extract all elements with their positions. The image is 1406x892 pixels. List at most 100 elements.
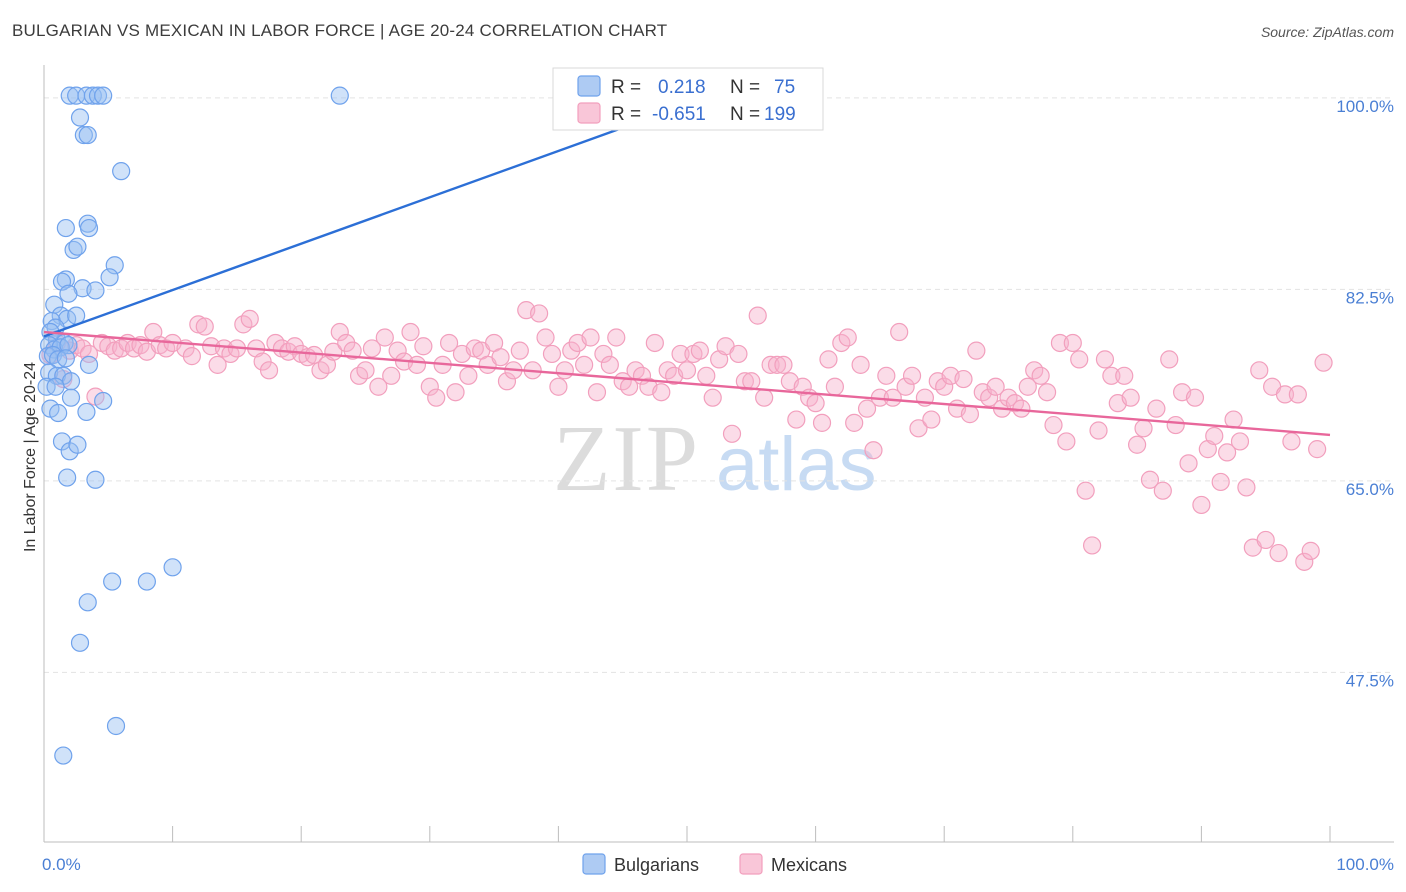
mexican-point: [1179, 454, 1198, 473]
mexican-point: [838, 328, 857, 347]
mexican-point: [1314, 353, 1333, 372]
bottom-legend-swatch-mexicans: [739, 853, 763, 875]
mexicans-points: [41, 301, 1333, 571]
bulgarian-point: [94, 391, 113, 411]
bulgarian-point: [56, 218, 75, 238]
mexican-point: [819, 350, 838, 369]
mexican-point: [369, 377, 388, 396]
mexican-point: [1102, 366, 1121, 385]
mexican-point: [960, 405, 980, 424]
mexican-point: [748, 306, 767, 325]
bulgarian-point: [86, 281, 105, 300]
mexican-point: [690, 341, 709, 360]
mexican-point: [555, 361, 574, 380]
y-axis-label: In Labor Force | Age 20-24: [22, 362, 39, 552]
mexican-point: [362, 339, 382, 358]
mexican-point: [549, 377, 568, 396]
mexican-point: [896, 377, 915, 396]
mexican-point: [986, 377, 1005, 396]
bulgarian-point: [94, 86, 113, 105]
mexican-point: [793, 377, 812, 396]
mexican-point: [1147, 399, 1166, 418]
mexican-point: [1153, 481, 1172, 500]
bulgarian-point: [46, 377, 65, 396]
mexican-point: [182, 347, 201, 366]
mexican-point: [1269, 543, 1288, 563]
mexican-point: [890, 322, 909, 342]
mexican-point: [530, 304, 549, 323]
y-tick-label: 65.0%: [1346, 480, 1394, 499]
mexican-point: [1288, 385, 1307, 404]
mexican-point: [343, 341, 362, 360]
mexican-point: [1127, 435, 1147, 454]
mexican-point: [1063, 333, 1082, 353]
mexican-point: [1230, 432, 1250, 451]
bulgarian-point: [59, 284, 78, 303]
mexican-point: [420, 377, 439, 396]
bulgarian-point: [49, 403, 68, 423]
legend-n-label-mexicans: N =: [730, 104, 760, 125]
mexican-point: [697, 366, 716, 385]
legend-r-label-mexicans: R =: [611, 104, 641, 125]
mexican-point: [1205, 426, 1224, 446]
mexican-point: [1089, 421, 1108, 440]
bulgarian-point: [61, 388, 81, 407]
legend-r-value-mexicans: -0.651: [652, 104, 706, 125]
mexican-point: [510, 341, 529, 360]
mexican-point: [735, 372, 754, 391]
mexican-point: [671, 344, 690, 364]
mexican-point: [195, 317, 214, 336]
mexican-point: [825, 377, 844, 396]
mexican-point: [902, 366, 922, 385]
mexican-point: [1018, 377, 1037, 396]
bulgarian-point: [106, 716, 126, 736]
mexican-point: [1057, 432, 1076, 451]
x-tick-label-end: 100.0%: [1336, 855, 1394, 874]
mexican-point: [1031, 366, 1050, 385]
mexican-point: [652, 383, 671, 402]
mexican-point: [581, 328, 600, 347]
mexican-point: [677, 361, 697, 380]
mexican-point: [356, 361, 375, 380]
legend-box: R = 0.218 N = 75 R = -0.651 N = 199: [552, 67, 824, 131]
mexican-point: [446, 383, 465, 402]
mexican-point: [812, 413, 832, 432]
mexican-point: [1256, 530, 1275, 550]
bulgarian-point: [58, 468, 77, 487]
legend-r-label-bulgarians: R =: [611, 77, 641, 98]
bulgarian-point: [70, 108, 90, 127]
bulgarian-point: [74, 125, 93, 145]
mexican-point: [774, 355, 793, 374]
mexican-point: [259, 361, 279, 380]
bulgarian-point: [105, 256, 124, 275]
mexican-point: [967, 341, 986, 360]
mexican-point: [877, 366, 896, 385]
mexican-point: [1250, 361, 1269, 380]
mexican-point: [864, 441, 883, 460]
mexican-point: [845, 413, 864, 432]
mexican-point: [1070, 350, 1089, 369]
mexican-point: [1218, 443, 1237, 462]
y-tick-label: 47.5%: [1346, 671, 1394, 690]
legend-n-value-bulgarians: 75: [774, 77, 795, 98]
mexican-point: [851, 355, 870, 374]
mexican-point: [703, 388, 722, 407]
y-tick-label: 82.5%: [1346, 288, 1394, 307]
mexican-point: [1037, 383, 1057, 402]
mexican-point: [722, 424, 742, 443]
chart-title: BULGARIAN VS MEXICAN IN LABOR FORCE | AG…: [12, 21, 668, 40]
bulgarian-point: [77, 402, 96, 422]
mexican-point: [542, 344, 562, 364]
mexican-point: [806, 394, 825, 413]
mexican-point: [594, 344, 613, 364]
bottom-legend-label-mexicans: Mexicans: [771, 855, 847, 875]
mexican-point: [1121, 388, 1140, 407]
mexican-point: [787, 410, 806, 429]
bulgarian-point: [79, 218, 99, 238]
mexican-point: [980, 388, 999, 407]
mexican-point: [1237, 478, 1256, 497]
watermark-atlas: atlas: [716, 422, 877, 507]
bulgarian-point: [61, 372, 81, 391]
bulgarian-point: [86, 470, 105, 489]
bulgarians-points: [37, 86, 349, 765]
